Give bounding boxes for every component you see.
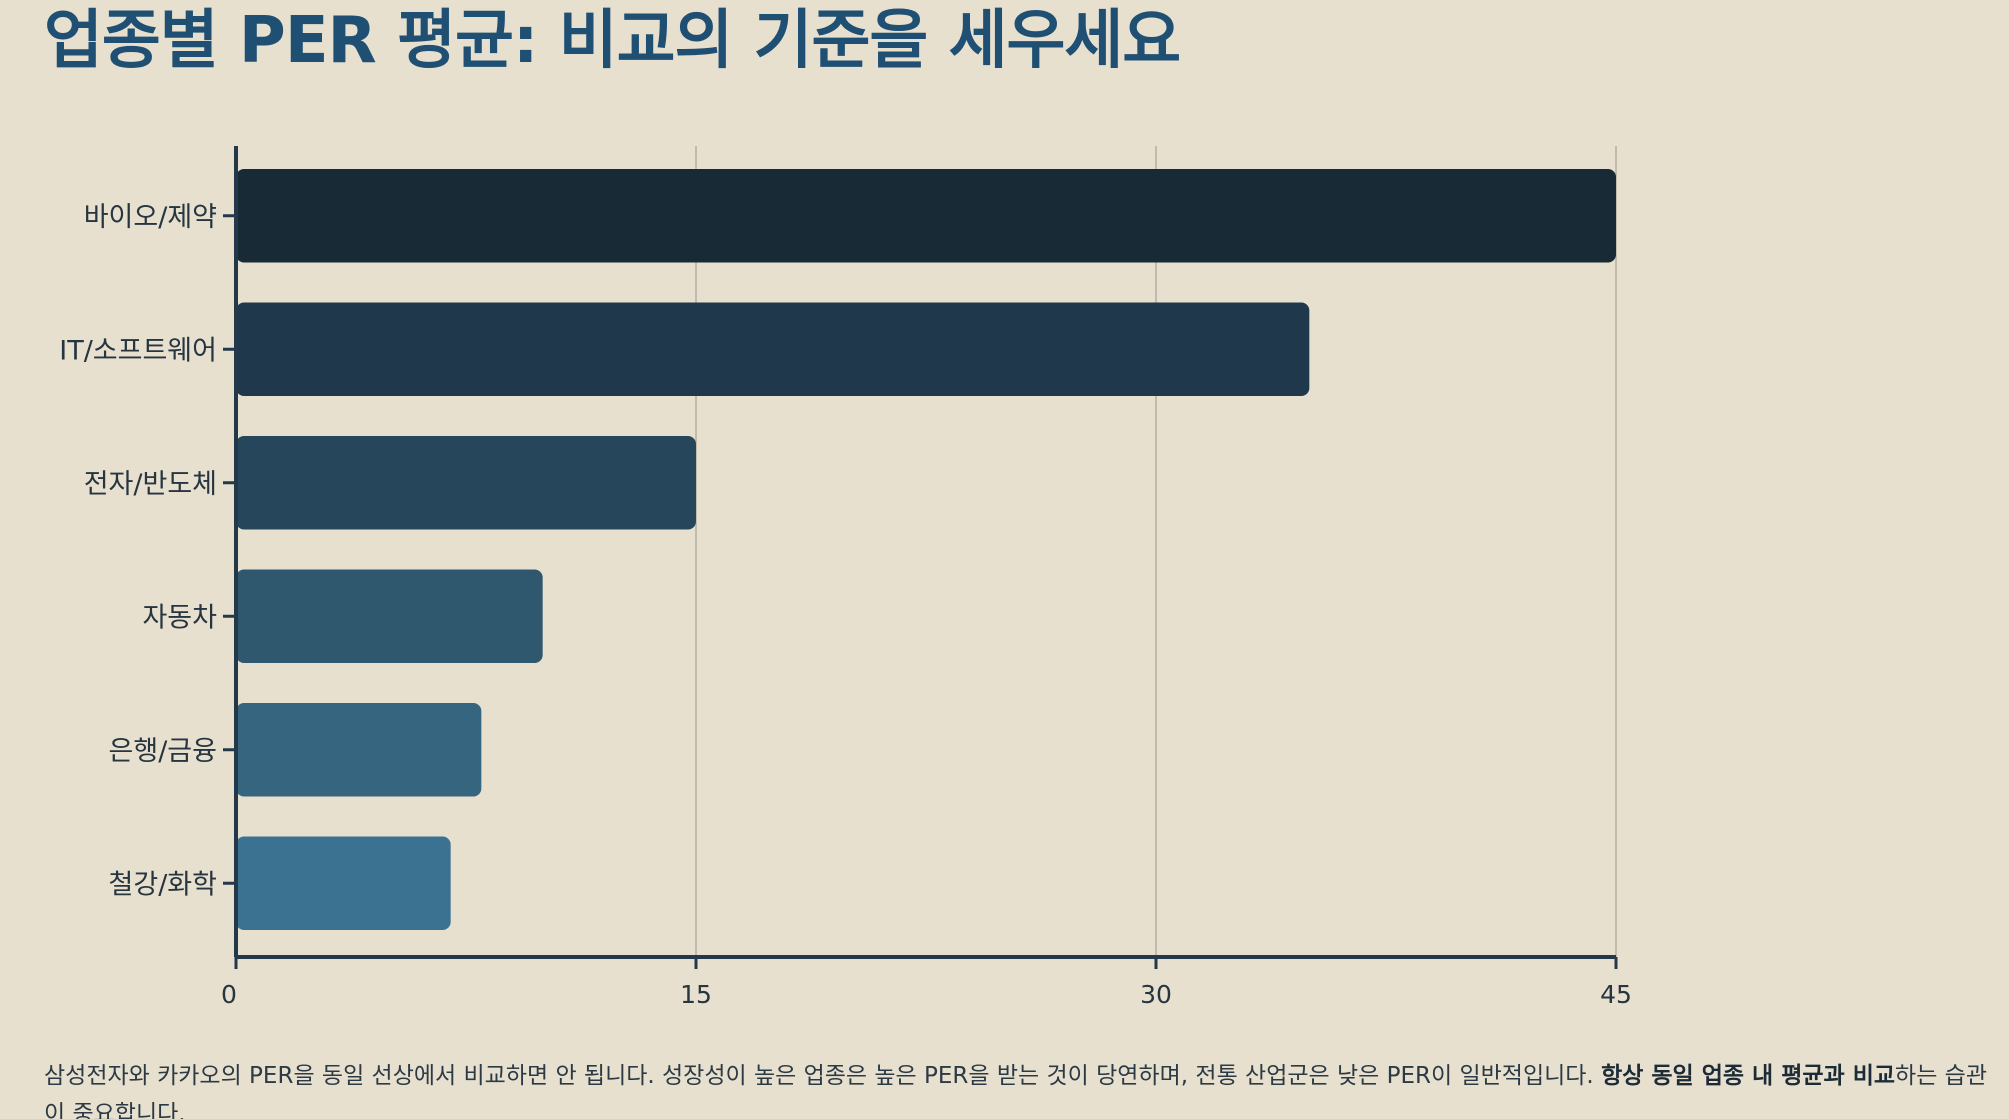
x-tick-label-4: 45	[1600, 980, 1632, 1009]
y-tick-label-2: IT/소프트웨어	[59, 335, 217, 366]
y-tick-label-3: 전자/반도체	[84, 469, 217, 500]
page-title: 업종별 PER 평균: 비교의 기준을 세우세요	[44, 4, 1181, 78]
caption-emphasis: 항상 동일 업종 내 평균과 비교	[1601, 1063, 1896, 1089]
x-tick-label-3: 30	[1140, 980, 1172, 1009]
caption-text-end: 하는 습관이 중요합니다.	[44, 1063, 1987, 1119]
x-tick-label-1: 0	[221, 980, 237, 1009]
x-tick-label-2: 15	[680, 980, 712, 1009]
bar-3	[236, 436, 696, 530]
bar-4	[236, 569, 543, 663]
bar-5	[236, 703, 482, 797]
chart-caption: 삼성전자와 카카오의 PER을 동일 선상에서 비교하면 안 됩니다. 성장성이…	[44, 1057, 1994, 1119]
bar-1	[236, 169, 1616, 263]
bar-6	[236, 836, 451, 930]
y-tick-label-1: 바이오/제약	[84, 202, 217, 233]
caption-text: 삼성전자와 카카오의 PER을 동일 선상에서 비교하면 안 됩니다. 성장성이…	[44, 1063, 1602, 1089]
y-tick-label-4: 자동차	[142, 602, 217, 633]
y-tick-label-5: 은행/금융	[109, 736, 217, 767]
y-tick-label-6: 철강/화학	[109, 869, 217, 900]
bar-2	[236, 302, 1310, 396]
